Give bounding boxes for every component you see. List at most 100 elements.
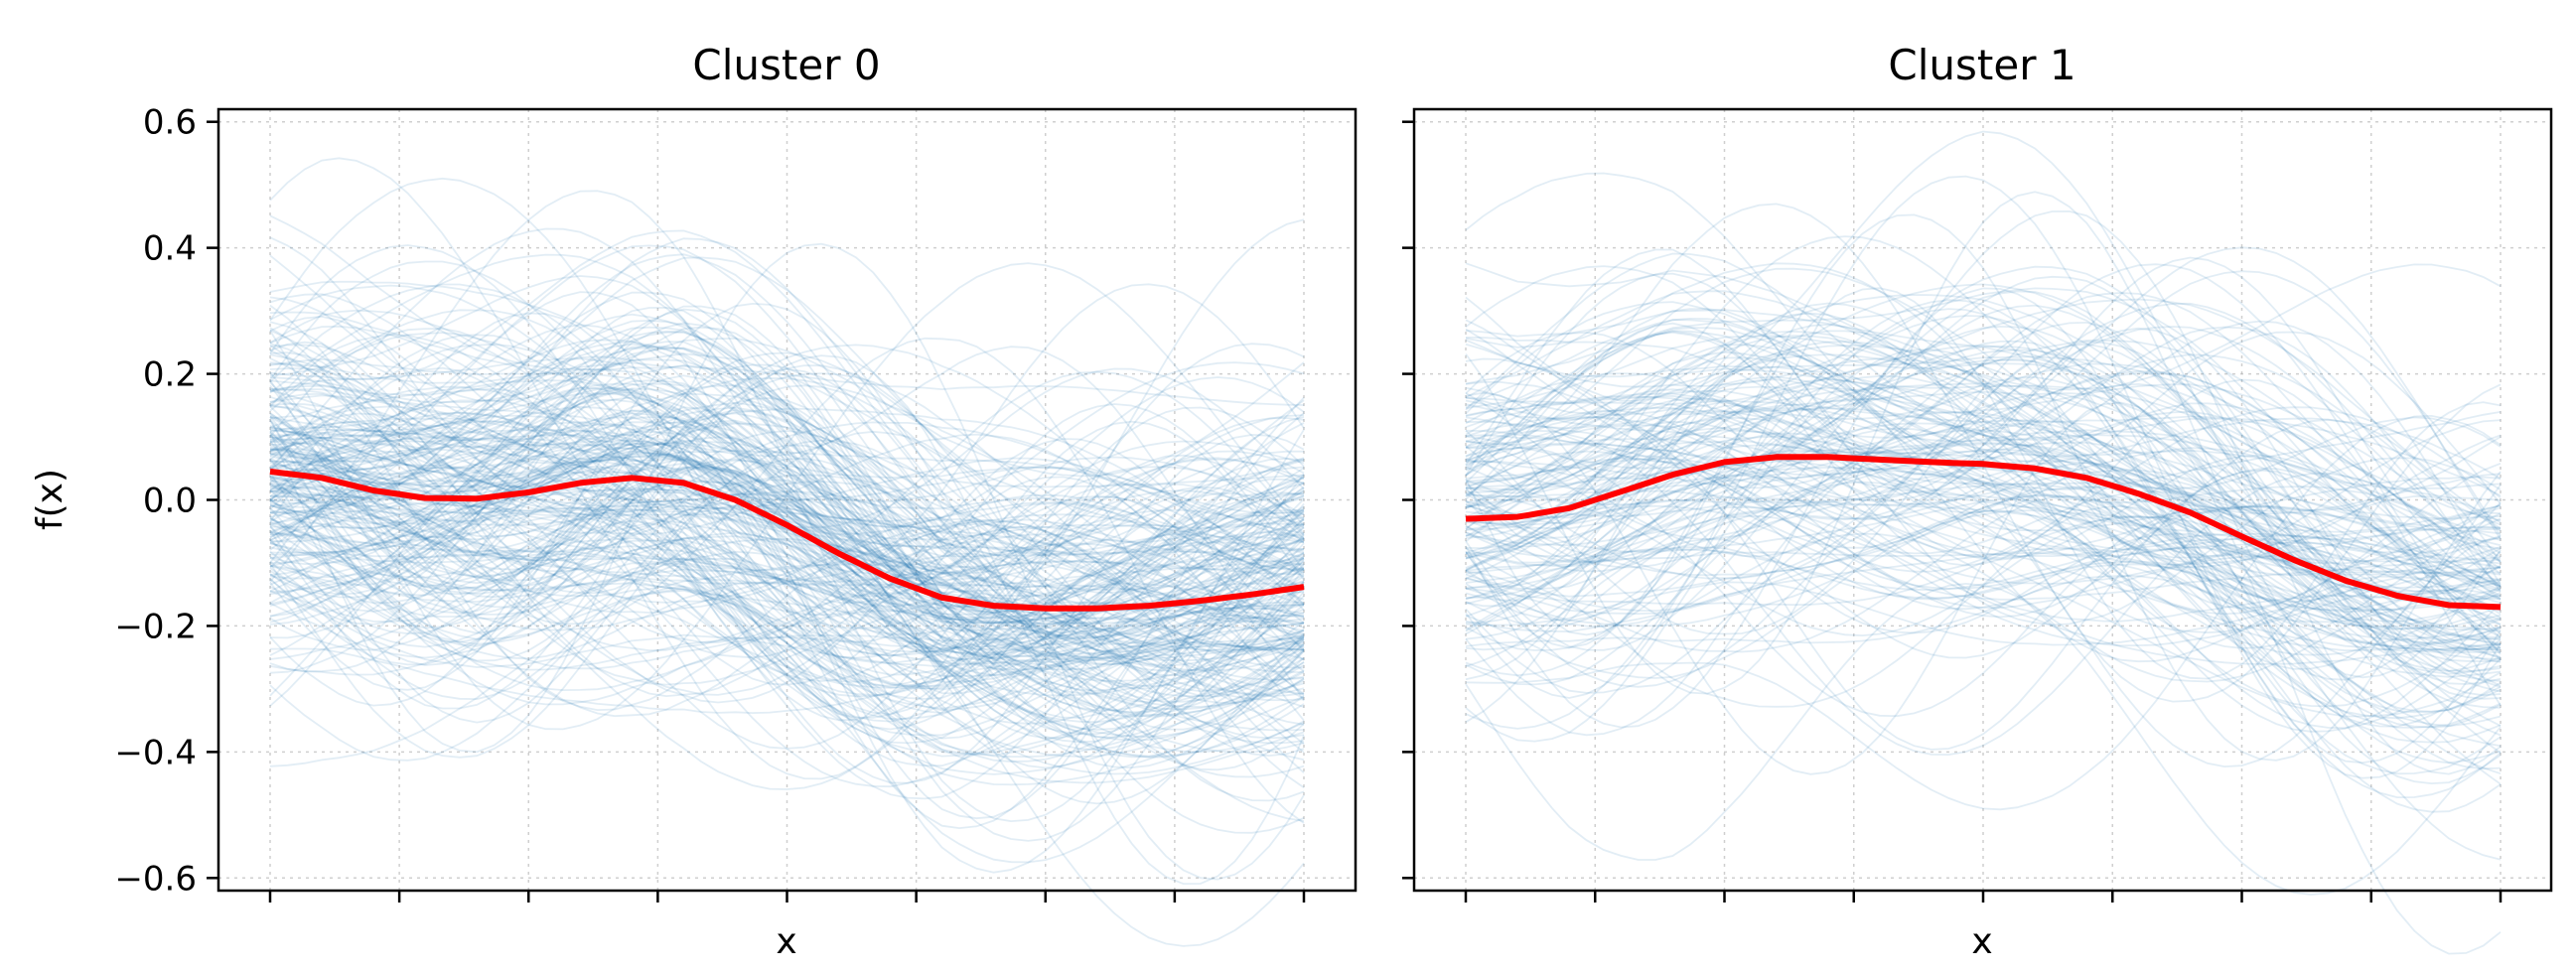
- sample-curve: [1465, 404, 2502, 620]
- sample-curve: [269, 537, 1305, 671]
- sample-curve: [1465, 449, 2502, 602]
- sample-curve: [1465, 458, 2502, 585]
- sample-curve: [1465, 455, 2502, 649]
- sample-curve: [1465, 533, 2502, 592]
- sample-curve: [1465, 483, 2502, 641]
- sample-curve: [269, 647, 1305, 762]
- sample-curve: [269, 379, 1305, 671]
- sample-curve: [269, 457, 1305, 834]
- sample-curve: [1465, 175, 2502, 764]
- sample-curve: [269, 451, 1305, 625]
- sample-curve: [269, 434, 1305, 742]
- sample-curve: [269, 440, 1305, 778]
- sample-curve: [1465, 418, 2502, 651]
- sample-curve: [269, 436, 1305, 718]
- sample-curve: [269, 484, 1305, 612]
- sample-curve: [269, 495, 1305, 650]
- sample-curve: [1465, 322, 2502, 706]
- sample-curve: [1465, 339, 2502, 570]
- sample-curve: [269, 345, 1305, 624]
- sample-curve: [269, 384, 1305, 698]
- sample-curve: [1465, 262, 2502, 391]
- sample-curve: [1465, 411, 2502, 630]
- sample-curve: [269, 341, 1305, 740]
- sample-curve: [269, 347, 1305, 639]
- sample-curve: [1465, 493, 2502, 714]
- sample-curve: [1465, 546, 2502, 775]
- panel-title: Cluster 0: [692, 41, 880, 89]
- sample-curve: [269, 357, 1305, 598]
- sample-curve: [269, 557, 1305, 758]
- sample-curve: [1465, 330, 2502, 514]
- sample-curve: [269, 466, 1305, 744]
- sample-curve: [269, 553, 1305, 758]
- sample-curve: [1465, 466, 2502, 565]
- sample-curve: [1465, 375, 2502, 644]
- sample-curve: [269, 357, 1305, 626]
- sample-curve: [269, 447, 1305, 947]
- sample-curve: [1465, 248, 2502, 585]
- sample-curve: [269, 308, 1305, 695]
- sample-curve: [269, 392, 1305, 704]
- sample-curve: [1465, 443, 2502, 638]
- sample-curve: [1465, 344, 2502, 587]
- sample-curve: [269, 229, 1305, 594]
- x-axis-label: x: [776, 921, 796, 962]
- sample-curve: [1465, 299, 2502, 799]
- sample-curve: [269, 506, 1305, 790]
- sample-curve: [269, 585, 1305, 864]
- sample-curve: [1465, 390, 2502, 609]
- sample-curve: [269, 305, 1305, 759]
- sample-curve: [1465, 331, 2502, 655]
- sample-curve: [1465, 509, 2502, 744]
- sample-curve: [269, 406, 1305, 769]
- sample-curve: [1465, 468, 2502, 668]
- sample-curve: [269, 384, 1305, 519]
- sample-curve: [269, 416, 1305, 645]
- sample-curve: [1465, 326, 2502, 563]
- sample-curve: [1465, 582, 2502, 896]
- sample-curve: [1465, 441, 2502, 718]
- mean-line: [1465, 454, 2502, 611]
- sample-curve: [269, 464, 1305, 737]
- sample-curve: [1465, 492, 2502, 596]
- sample-curve: [269, 435, 1305, 682]
- sample-curve: [269, 447, 1305, 591]
- sample-curve: [269, 177, 1305, 716]
- y-tick-label: −0.4: [114, 733, 197, 772]
- sample-curve: [1465, 302, 2502, 576]
- sample-curve: [1465, 308, 2502, 775]
- x-axis-label: x: [1971, 921, 1992, 962]
- sample-curve: [269, 381, 1305, 571]
- sample-curve: [269, 311, 1305, 558]
- sample-curve: [1465, 469, 2502, 687]
- sample-curve: [269, 351, 1305, 629]
- y-axis-label: f(x): [30, 469, 71, 530]
- sample-curve: [1465, 235, 2502, 604]
- sample-curve: [269, 330, 1305, 714]
- sample-curve: [269, 425, 1305, 630]
- sample-curve: [269, 545, 1305, 695]
- sample-curve: [269, 472, 1305, 724]
- sample-curve: [1465, 396, 2502, 675]
- sample-curve: [1465, 345, 2502, 672]
- sample-curve: [269, 564, 1305, 758]
- sample-curve: [1465, 467, 2502, 656]
- sample-curve: [1465, 304, 2502, 554]
- sample-curve: [269, 429, 1305, 616]
- sample-curve: [269, 284, 1305, 625]
- sample-curve: [269, 436, 1305, 805]
- sample-curve: [1465, 272, 2502, 626]
- sample-curve: [269, 304, 1305, 752]
- sample-curve: [1465, 416, 2502, 622]
- sample-curve: [269, 420, 1305, 688]
- sample-curve: [269, 517, 1305, 695]
- sample-curve: [269, 458, 1305, 635]
- sample-curve: [269, 456, 1305, 683]
- sample-curve: [269, 368, 1305, 585]
- sample-curve: [269, 500, 1305, 660]
- sample-curve: [269, 337, 1305, 824]
- sample-curve: [269, 354, 1305, 886]
- sample-curve: [269, 341, 1305, 698]
